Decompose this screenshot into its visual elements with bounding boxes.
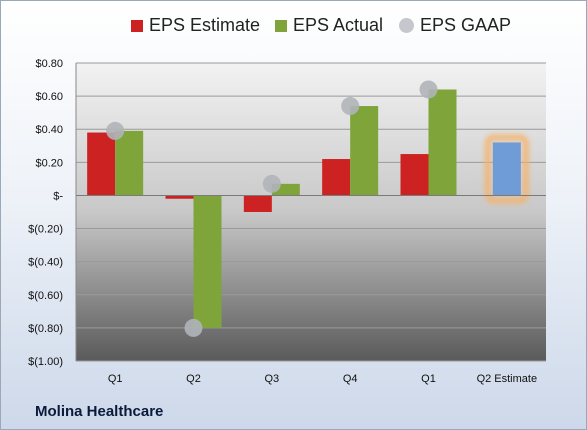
legend-eps-gaap: EPS GAAP	[399, 15, 511, 36]
x-tick-label: Q2	[186, 373, 201, 385]
x-tick-label: Q1	[108, 373, 123, 385]
bar-eps-estimate	[165, 195, 194, 199]
bar-q2-estimate	[492, 142, 521, 196]
x-tick-label: Q3	[264, 373, 279, 385]
y-tick-label: $(0.80)	[28, 323, 63, 335]
company-name: Molina Healthcare	[35, 403, 164, 420]
point-eps-gaap	[184, 318, 203, 337]
x-tick-label: Q4	[343, 373, 358, 385]
point-eps-gaap	[341, 97, 360, 116]
legend-label-gaap: EPS GAAP	[420, 15, 512, 35]
plot-area	[76, 63, 546, 361]
bar-eps-actual	[193, 195, 222, 328]
y-tick-label: $0.80	[35, 58, 63, 70]
q2-estimate-highlight	[484, 133, 530, 204]
bar-eps-actual	[428, 89, 457, 196]
bar-eps-estimate	[243, 195, 272, 212]
y-tick-label: $0.60	[35, 91, 63, 103]
y-tick-label: $(0.40)	[28, 257, 63, 269]
point-eps-gaap	[419, 80, 438, 99]
bar-eps-estimate	[87, 132, 116, 196]
y-tick-label: $0.40	[35, 124, 63, 136]
bar-eps-estimate	[400, 154, 429, 196]
y-tick-label: $(1.00)	[28, 356, 63, 368]
point-eps-gaap	[106, 121, 125, 140]
legend-swatch-estimate	[131, 19, 143, 32]
bar-eps-actual	[350, 106, 379, 196]
x-tick-label: Q2 Estimate	[477, 373, 538, 385]
legend-eps-actual: EPS Actual	[275, 15, 383, 36]
x-tick-label: Q1	[421, 373, 436, 385]
bar-eps-actual	[271, 183, 300, 196]
legend-dot-gaap	[399, 18, 414, 33]
legend-label-estimate: EPS Estimate	[149, 15, 261, 35]
legend-swatch-actual	[275, 19, 287, 32]
y-tick-label: $(0.20)	[28, 224, 63, 236]
point-eps-gaap	[262, 174, 281, 193]
legend-label-actual: EPS Actual	[293, 15, 384, 35]
y-tick-label: $-	[53, 190, 63, 202]
bar-eps-estimate	[322, 159, 351, 196]
y-tick-label: $(0.60)	[28, 290, 63, 302]
bar-eps-actual	[115, 130, 144, 196]
y-tick-label: $0.20	[35, 157, 63, 169]
legend-eps-estimate: EPS Estimate	[131, 15, 260, 36]
